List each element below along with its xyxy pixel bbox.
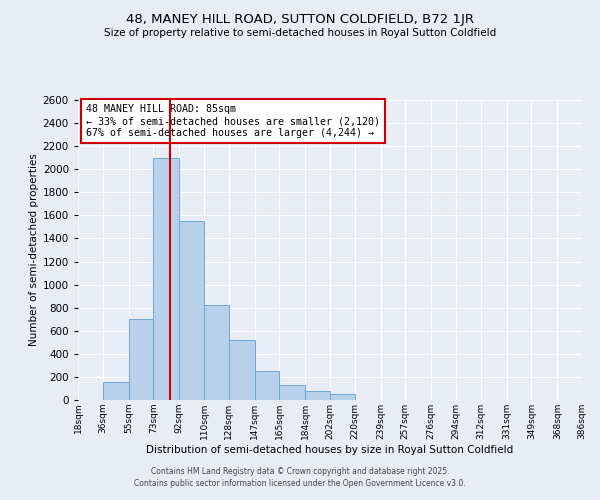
Bar: [204, 306, 229, 400]
Text: 48, MANEY HILL ROAD, SUTTON COLDFIELD, B72 1JR: 48, MANEY HILL ROAD, SUTTON COLDFIELD, B…: [126, 12, 474, 26]
Bar: [103, 382, 128, 400]
X-axis label: Distribution of semi-detached houses by size in Royal Sutton Coldfield: Distribution of semi-detached houses by …: [146, 444, 514, 454]
Bar: [229, 340, 254, 400]
Text: 48 MANEY HILL ROAD: 85sqm
← 33% of semi-detached houses are smaller (2,120)
67% : 48 MANEY HILL ROAD: 85sqm ← 33% of semi-…: [86, 104, 380, 138]
Text: Contains public sector information licensed under the Open Government Licence v3: Contains public sector information licen…: [134, 478, 466, 488]
Bar: [305, 392, 330, 400]
Bar: [179, 221, 204, 400]
Bar: [280, 385, 305, 400]
Bar: [254, 370, 280, 400]
Text: Contains HM Land Registry data © Crown copyright and database right 2025.: Contains HM Land Registry data © Crown c…: [151, 467, 449, 476]
Text: Size of property relative to semi-detached houses in Royal Sutton Coldfield: Size of property relative to semi-detach…: [104, 28, 496, 38]
Bar: [128, 319, 154, 400]
Y-axis label: Number of semi-detached properties: Number of semi-detached properties: [29, 154, 38, 346]
Bar: [330, 394, 355, 400]
Bar: [154, 158, 179, 400]
